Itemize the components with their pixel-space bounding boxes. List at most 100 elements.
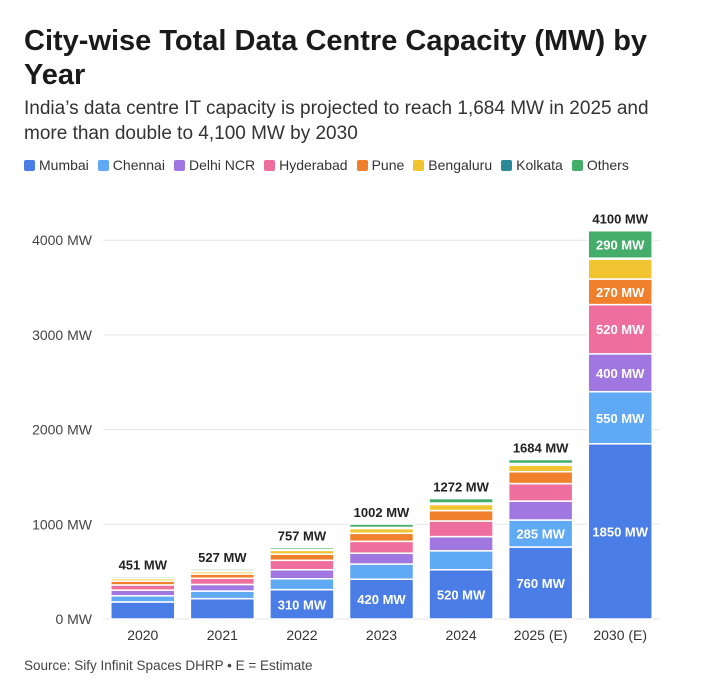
chart-title: City-wise Total Data Centre Capacity (MW…	[24, 25, 648, 91]
bar-segment-hyderabad	[189, 577, 256, 586]
legend-swatch	[97, 159, 109, 171]
bar-segment-hyderabad	[428, 520, 494, 538]
legend-item-chennai: Chennai	[97, 157, 165, 173]
bar-segment-bengaluru	[428, 503, 494, 512]
legend-swatch	[264, 159, 276, 171]
legend-swatch	[356, 159, 368, 171]
legend-label: Hyderabad	[279, 157, 348, 173]
legend-item-mumbai: Mumbai	[24, 157, 89, 173]
legend-label: Pune	[371, 157, 405, 173]
bar-segment-delhi-ncr	[269, 569, 335, 580]
bar-segment-delhi-ncr	[507, 500, 574, 521]
legend-label: Others	[586, 157, 629, 173]
legend-item-pune: Pune	[356, 157, 405, 173]
legend-swatch	[413, 159, 425, 171]
bar-segment-pune	[348, 532, 415, 543]
source-note: Source: Sify Infinit Spaces DHRP • E = E…	[24, 658, 312, 673]
bar-total-label: 1002 MW	[354, 505, 410, 520]
legend-item-others: Others	[571, 157, 629, 173]
stacked-bar-chart: 0 MW 1000 MW 2000 MW 3000 MW 4000 MW 451 MW 20…	[32, 212, 660, 643]
segment-value-label: 550 MW	[596, 411, 645, 426]
segment-value-label: 285 MW	[516, 527, 565, 542]
bar-segment-delhi-ncr	[348, 552, 415, 565]
segment-value-label: 760 MW	[516, 576, 565, 591]
bar-segment-pune	[428, 509, 494, 522]
segment-value-label: 400 MW	[596, 366, 645, 381]
bar-segment-hyderabad	[269, 559, 335, 571]
legend-item-delhi-ncr: Delhi NCR	[173, 157, 256, 173]
x-tick-label: 2030 (E)	[593, 627, 647, 643]
bar-segment-delhi-ncr	[428, 535, 494, 552]
bar-total-label: 757 MW	[278, 528, 327, 543]
legend-item-hyderabad: Hyderabad	[264, 157, 348, 173]
bar-segment-mumbai	[269, 588, 335, 620]
legend-label: Chennai	[112, 157, 165, 173]
bar-segment-delhi-ncr	[587, 353, 653, 393]
bar-segment-chennai	[189, 590, 256, 600]
y-tick-label: 2000 MW	[32, 422, 93, 438]
segment-value-label: 420 MW	[357, 592, 406, 607]
legend-label: Mumbai	[39, 157, 89, 173]
y-tick-label: 3000 MW	[32, 327, 93, 343]
chart-legend: Mumbai Chennai Delhi NCR Hyderabad Pune Benga…	[24, 157, 629, 173]
x-tick-label: 2020	[127, 627, 158, 643]
bar-segment-bengaluru	[507, 464, 574, 473]
bar-segment-others	[587, 229, 653, 259]
bar-segment-others	[269, 546, 335, 551]
legend-label: Delhi NCR	[188, 157, 256, 173]
bar-segment-mumbai	[110, 601, 176, 620]
legend-swatch	[571, 159, 583, 171]
bar-total-label: 1272 MW	[433, 480, 489, 495]
bar-segment-pune	[507, 470, 574, 485]
segment-value-label: 270 MW	[596, 285, 645, 300]
bar-segment-pune	[587, 278, 653, 306]
segment-value-label: 1850 MW	[592, 524, 648, 539]
bar-segment-bengaluru	[587, 258, 653, 280]
bar-segment-others	[110, 575, 176, 579]
bar-segment-mumbai	[189, 597, 256, 620]
bar-total-label: 451 MW	[119, 557, 168, 572]
legend-label: Kolkata	[516, 157, 563, 173]
segment-value-label: 520 MW	[437, 587, 486, 602]
bar-segment-hyderabad	[587, 303, 653, 355]
bar-segment-chennai	[269, 578, 335, 591]
x-tick-label: 2025 (E)	[514, 627, 568, 643]
segment-value-label: 310 MW	[278, 597, 327, 612]
bar-segment-others	[428, 497, 494, 504]
legend-swatch	[501, 159, 513, 171]
bar-segment-hyderabad	[507, 482, 574, 502]
segment-value-label: 290 MW	[596, 237, 645, 252]
bar-segment-others	[348, 523, 415, 529]
bar-segment-mumbai	[428, 569, 494, 620]
y-tick-label: 0 MW	[55, 611, 92, 627]
bar-segment-chennai	[348, 563, 415, 580]
source-prefix: Source:	[24, 658, 75, 673]
bar-total-label: 1684 MW	[513, 441, 569, 456]
bar-segment-others	[189, 568, 256, 572]
x-tick-label: 2023	[366, 627, 397, 643]
bar-segment-chennai	[428, 550, 494, 571]
legend-swatch	[173, 159, 185, 171]
bar-segment-mumbai	[348, 578, 415, 620]
x-tick-label: 2022	[286, 627, 317, 643]
y-tick-label: 4000 MW	[32, 232, 93, 248]
bar-total-label: 4100 MW	[592, 212, 648, 227]
bar-segment-mumbai	[507, 546, 574, 620]
legend-item-kolkata: Kolkata	[501, 157, 563, 173]
bar-segment-chennai	[110, 595, 176, 603]
bar-segment-chennai	[587, 390, 653, 445]
legend-item-bengaluru: Bengaluru	[413, 157, 492, 173]
bar-segment-delhi-ncr	[110, 589, 176, 597]
bar-total-label: 527 MW	[198, 550, 247, 565]
x-tick-label: 2024	[445, 627, 476, 643]
x-tick-label: 2021	[207, 627, 238, 643]
bar-segment-hyderabad	[110, 584, 176, 591]
chart-subtitle: India’s data centre IT capacity is proje…	[24, 98, 649, 144]
legend-label: Bengaluru	[428, 157, 493, 173]
y-tick-label: 1000 MW	[32, 516, 93, 532]
bar-segment-delhi-ncr	[189, 583, 256, 592]
bar-segment-hyderabad	[348, 540, 415, 554]
legend-swatch	[24, 159, 35, 171]
segment-value-label: 520 MW	[596, 322, 645, 337]
source-text: Sify Infinit Spaces DHRP • E = Estimate	[74, 658, 313, 673]
